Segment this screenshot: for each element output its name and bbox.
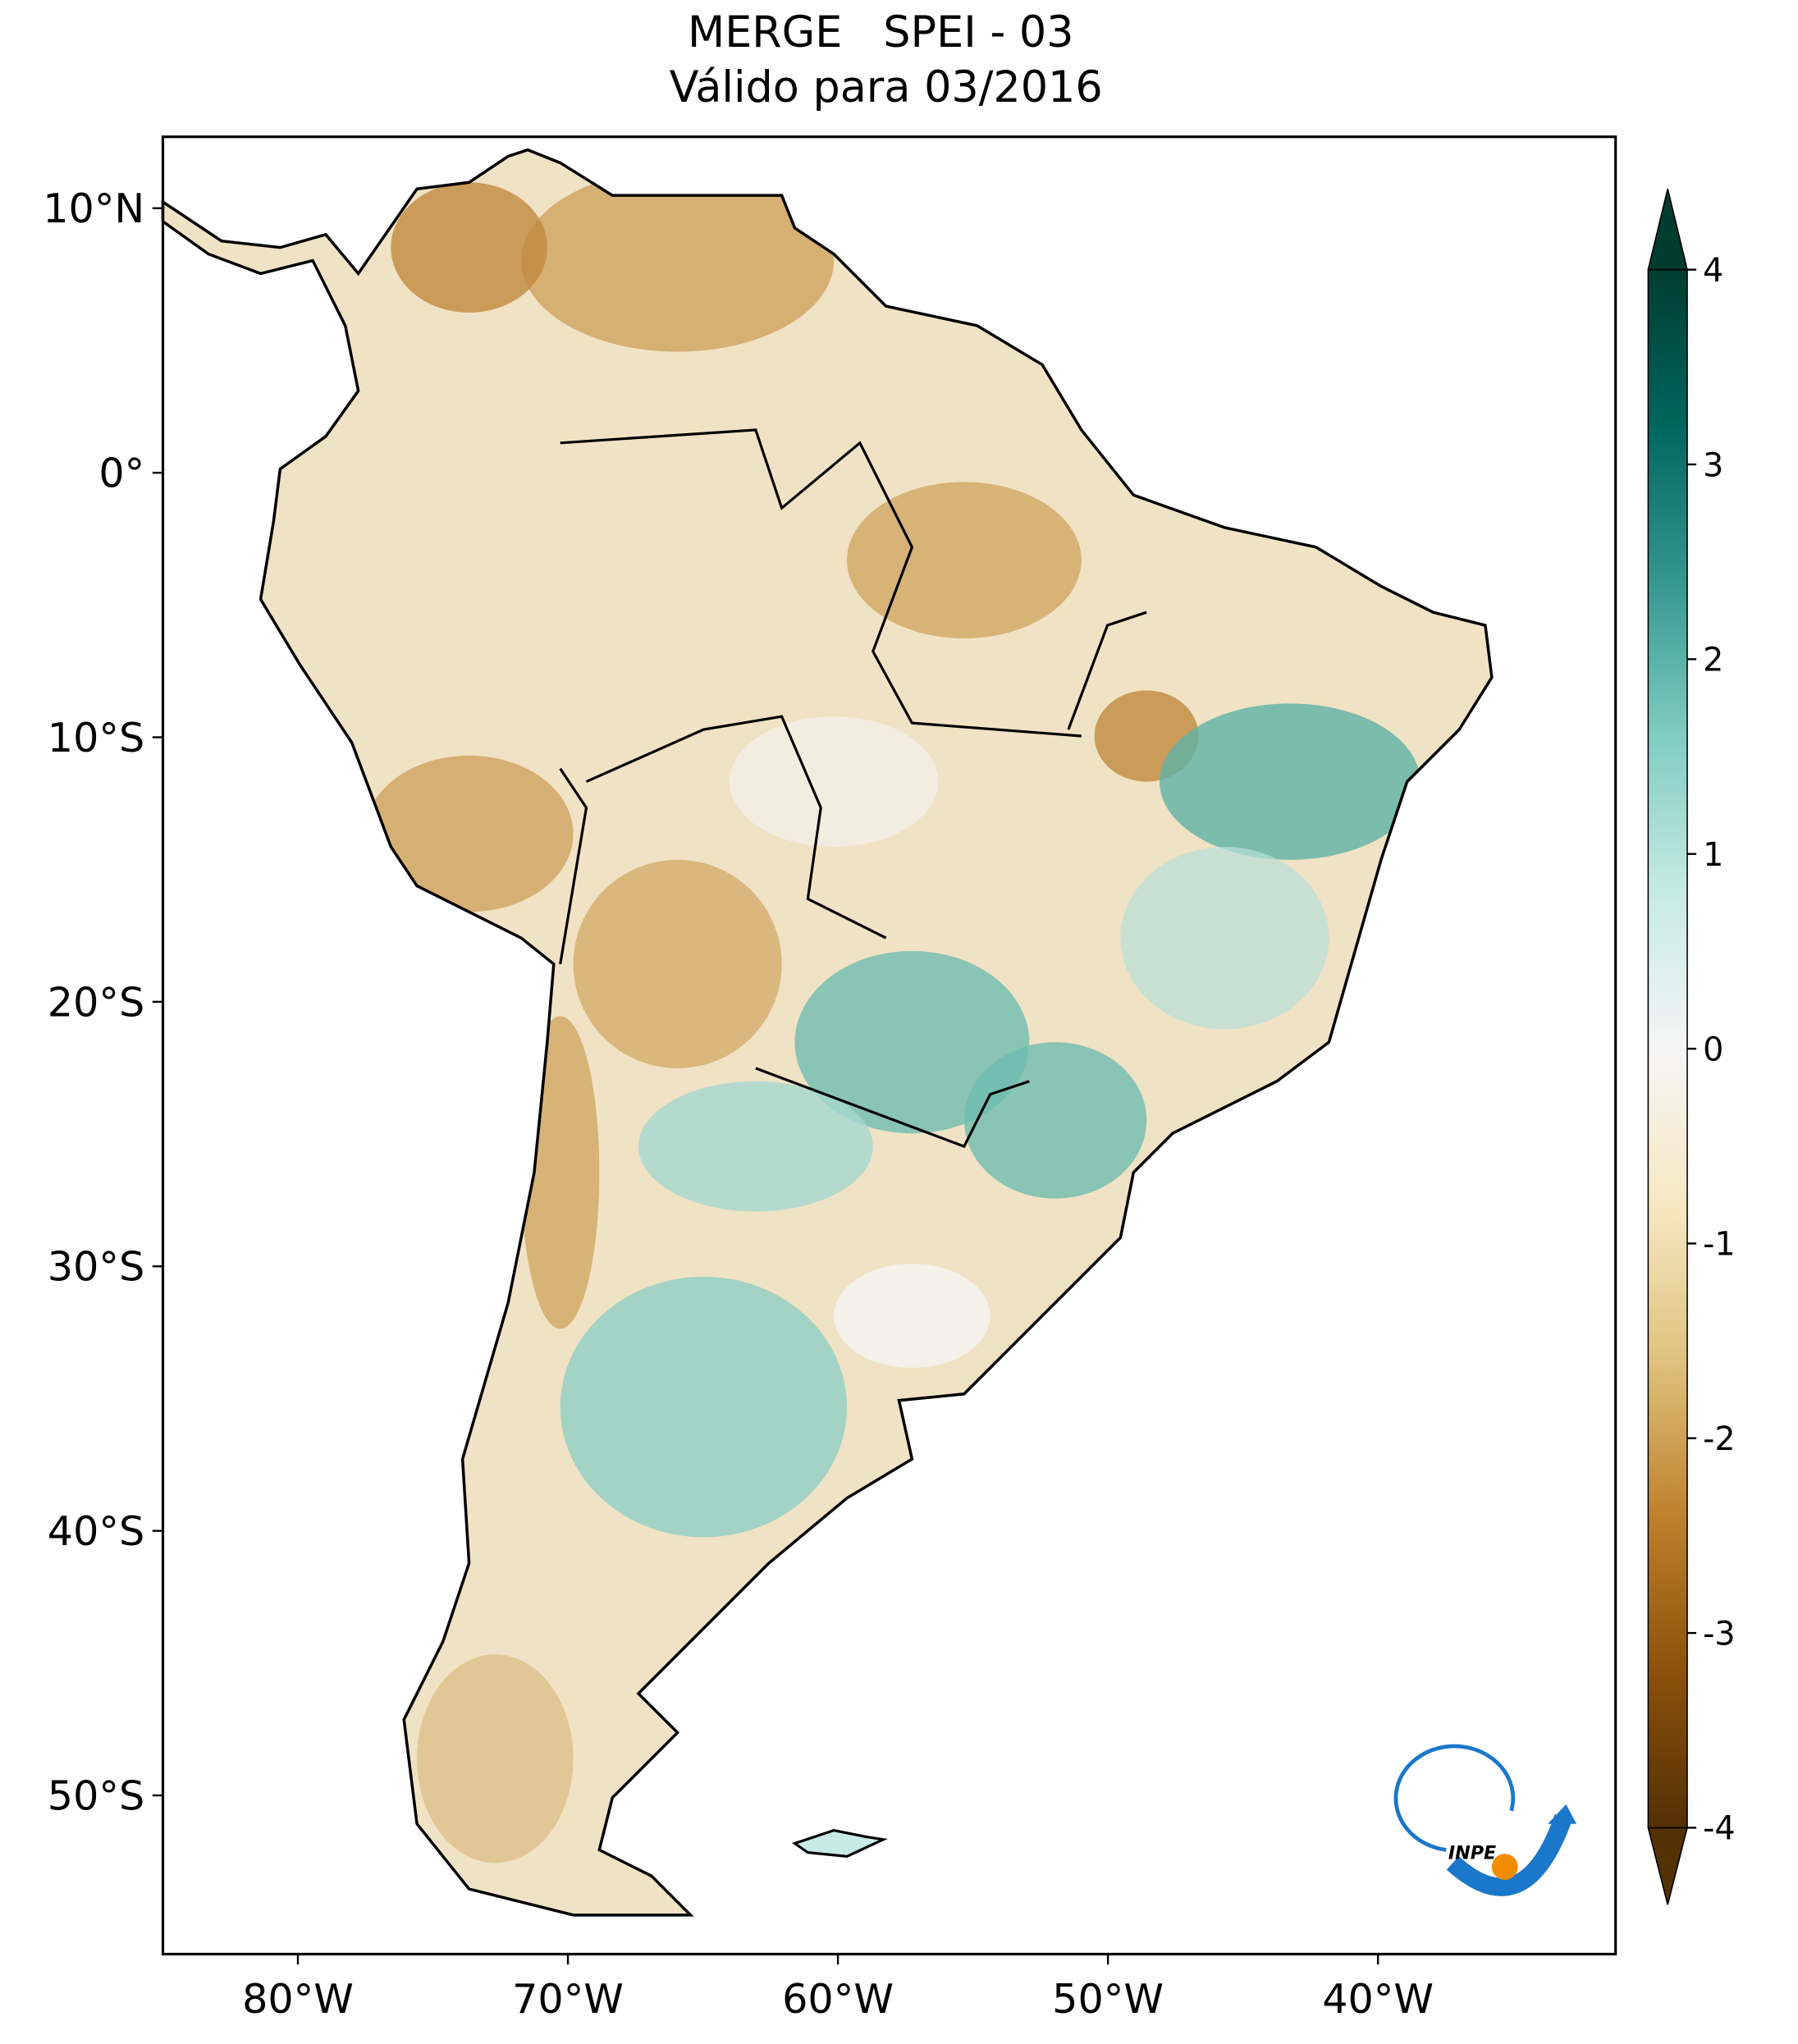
colorbar-extend-min — [1647, 1827, 1689, 1905]
map-subtitle: Válido para 03/2016 — [670, 62, 1103, 112]
logo-text: INPE — [1448, 1843, 1496, 1864]
country-borders — [559, 428, 1147, 1149]
y-tick-label: 0° — [98, 450, 144, 497]
x-tick-label: 50°W — [1052, 1975, 1164, 2023]
colorbar-tick-label: -3 — [1703, 1615, 1736, 1653]
plot-frame — [161, 135, 1617, 1956]
colorbar-tick-label: -1 — [1703, 1226, 1736, 1264]
y-tick-label: 10°S — [48, 714, 144, 761]
colorbar-tick-label: -4 — [1703, 1810, 1736, 1848]
colorbar: -4 -3 -2 -1 0 1 2 3 4 — [1647, 189, 1736, 1905]
colorbar-tick-label: 0 — [1703, 1031, 1723, 1068]
y-tick-label: 10°N — [43, 185, 144, 232]
colorbar-extend-max — [1647, 189, 1689, 271]
colorbar-tick-label: 3 — [1703, 446, 1723, 484]
falklands — [791, 1828, 888, 1859]
y-tick-label: 50°S — [48, 1772, 144, 1819]
y-tick-label: 30°S — [48, 1243, 144, 1291]
x-tick-label: 70°W — [512, 1975, 624, 2023]
x-tick-label: 60°W — [782, 1975, 894, 2023]
colorbar-tick-label: 1 — [1703, 836, 1723, 874]
x-tick-label: 80°W — [242, 1975, 354, 2023]
inpe-logo: INPE — [1393, 1744, 1577, 1896]
map-title: MERGE SPEI - 03 — [688, 7, 1074, 57]
y-tick-label: 20°S — [48, 978, 144, 1026]
y-tick-label: 40°S — [48, 1507, 144, 1555]
colorbar-tick-label: 2 — [1703, 642, 1723, 679]
colorbar-tick-label: -2 — [1703, 1420, 1736, 1458]
map-area: INPE — [161, 135, 1617, 1956]
colorbar-tick-label: 4 — [1703, 252, 1723, 290]
colorbar-body — [1647, 268, 1688, 1829]
x-tick-label: 40°W — [1322, 1975, 1434, 2023]
